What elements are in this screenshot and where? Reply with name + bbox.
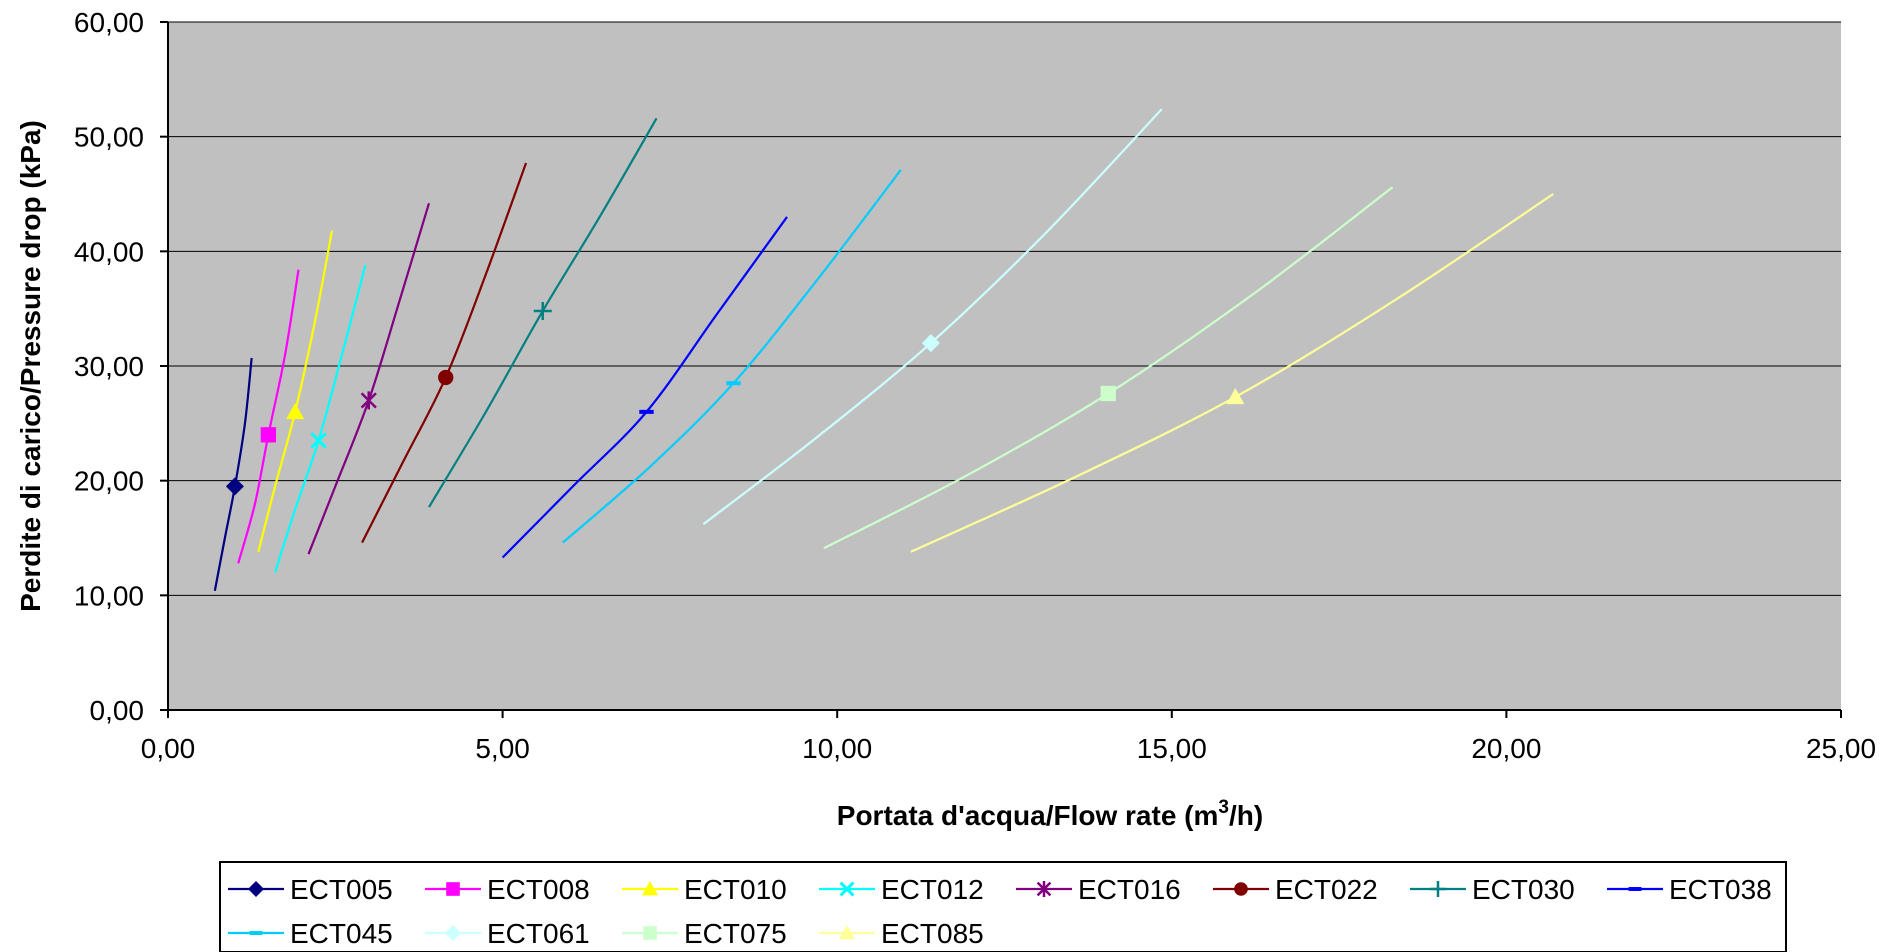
legend-marker-ect016 [1036,881,1052,897]
y-tick-label: 50,00 [74,122,144,153]
legend-label-ect022: ECT022 [1275,874,1378,905]
series-marker-ect010 [286,402,305,420]
legend-label-ect038: ECT038 [1669,874,1772,905]
series-line-ect016 [307,202,431,555]
legend-marker-ect085 [839,925,855,940]
series-marker-ect061 [921,334,940,353]
series-marker-ect030 [533,301,552,320]
x-tick-label: 5,00 [475,733,530,764]
x-tick-label: 25,00 [1806,733,1876,764]
y-tick-label: 10,00 [74,580,144,611]
legend-marker-ect010 [642,881,658,896]
legend-marker-ect038 [1628,887,1642,891]
legend-label-ect008: ECT008 [487,874,590,905]
legend-box [219,861,1787,952]
legend-marker-ect005 [248,881,264,897]
x-tick-label: 10,00 [802,733,872,764]
series-marker-ect038 [639,409,654,414]
y-tick-label: 40,00 [74,236,144,267]
series-marker-ect008 [260,427,277,443]
legend-marker-ect061 [445,925,461,941]
series-marker-ect022 [438,369,454,386]
x-tick-label: 0,00 [141,733,196,764]
x-tick-label: 15,00 [1137,733,1207,764]
gridlines [168,21,1841,596]
legend-label-ect085: ECT085 [881,918,984,949]
series-markers [225,301,1245,496]
axis-ticks: 0,00 10,00 20,00 30,00 40,00 50,00 60,00 0,00 5,… [74,7,1876,764]
x-tick-label: 20,00 [1471,733,1541,764]
legend-label-ect030: ECT030 [1472,874,1575,905]
legend-label-ect005: ECT005 [290,874,393,905]
series-marker-ect075 [1100,385,1116,402]
series-marker-ect016 [360,391,377,410]
x-axis-title-main: Portata d'acqua/Flow rate (m [837,800,1219,831]
legend-label-ect075: ECT075 [684,918,787,949]
y-tick-label: 0,00 [90,695,145,726]
legend-marker-ect030 [1430,881,1446,897]
legend-label-ect012: ECT012 [881,874,984,905]
legend-label-ect016: ECT016 [1078,874,1181,905]
legend-marker-ect075 [643,926,657,940]
series-marker-ect005 [225,477,244,496]
y-tick-label: 60,00 [74,7,144,38]
legend-marker-ect045 [249,931,263,935]
legend-label-ect061: ECT061 [487,918,590,949]
x-axis-title: Portata d'acqua/Flow rate (m3/h) [837,797,1263,831]
series-marker-ect045 [726,381,741,386]
legend: ECT005 ECT008 ECT010 ECT012 ECT016 ECT022 ECT0… [228,874,1772,949]
y-tick-label: 20,00 [74,466,144,497]
legend-marker-ect022 [1234,882,1248,896]
series-marker-ect012 [310,432,327,449]
x-axis-title-superscript: 3 [1218,797,1229,818]
legend-marker-ect008 [446,882,460,896]
series-marker-ect085 [1226,387,1245,405]
legend-label-ect010: ECT010 [684,874,787,905]
y-axis-title: Perdite di carico/Pressure drop (kPa) [15,120,46,612]
x-axis-title-suffix: /h) [1229,800,1263,831]
legend-label-ect045: ECT045 [290,918,393,949]
legend-marker-ect012 [839,881,855,897]
y-tick-label: 30,00 [74,351,144,382]
